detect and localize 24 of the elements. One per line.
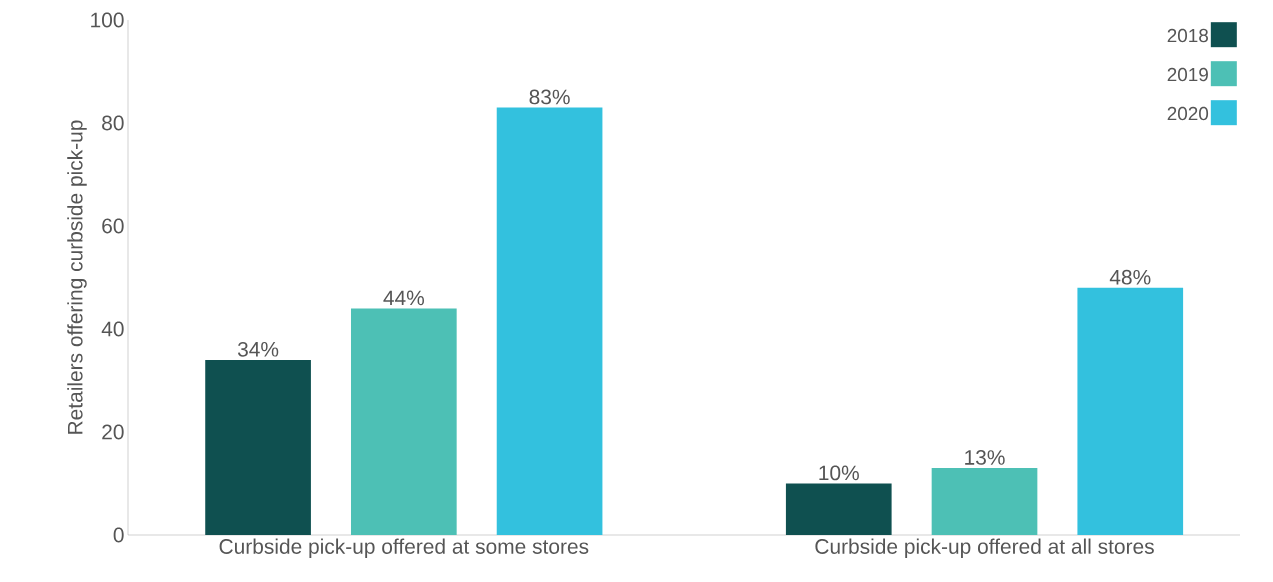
bar (205, 359, 311, 535)
data-label: 44% (383, 290, 425, 306)
y-tick-label: 60 (102, 218, 124, 234)
x-tick-label: Curbside pick-up offered at some stores (219, 538, 589, 559)
legend-label: 2020 (1167, 106, 1209, 121)
data-label: 34% (237, 341, 279, 357)
legend-label: 2018 (1167, 28, 1208, 43)
y-tick-label: 100 (91, 12, 124, 28)
y-tick-label: 80 (102, 115, 124, 131)
y-tick-label: 0 (113, 527, 124, 543)
x-tick-label: Curbside pick-up offered at all stores (815, 538, 1154, 559)
bar (496, 107, 603, 535)
y-tick-label: 40 (101, 321, 124, 337)
y-axis-title: Retailers offering curbside pick-up (67, 120, 87, 434)
bar (785, 483, 892, 535)
bar (1077, 287, 1184, 535)
data-label: 13% (965, 450, 1005, 465)
y-tick-label: 20 (102, 424, 124, 440)
data-label: 83% (529, 89, 570, 105)
legend-label: 2019 (1167, 67, 1208, 82)
data-label: 48% (1109, 269, 1151, 285)
bar (350, 308, 457, 535)
bar (931, 468, 1038, 535)
data-label: 10% (819, 465, 859, 481)
